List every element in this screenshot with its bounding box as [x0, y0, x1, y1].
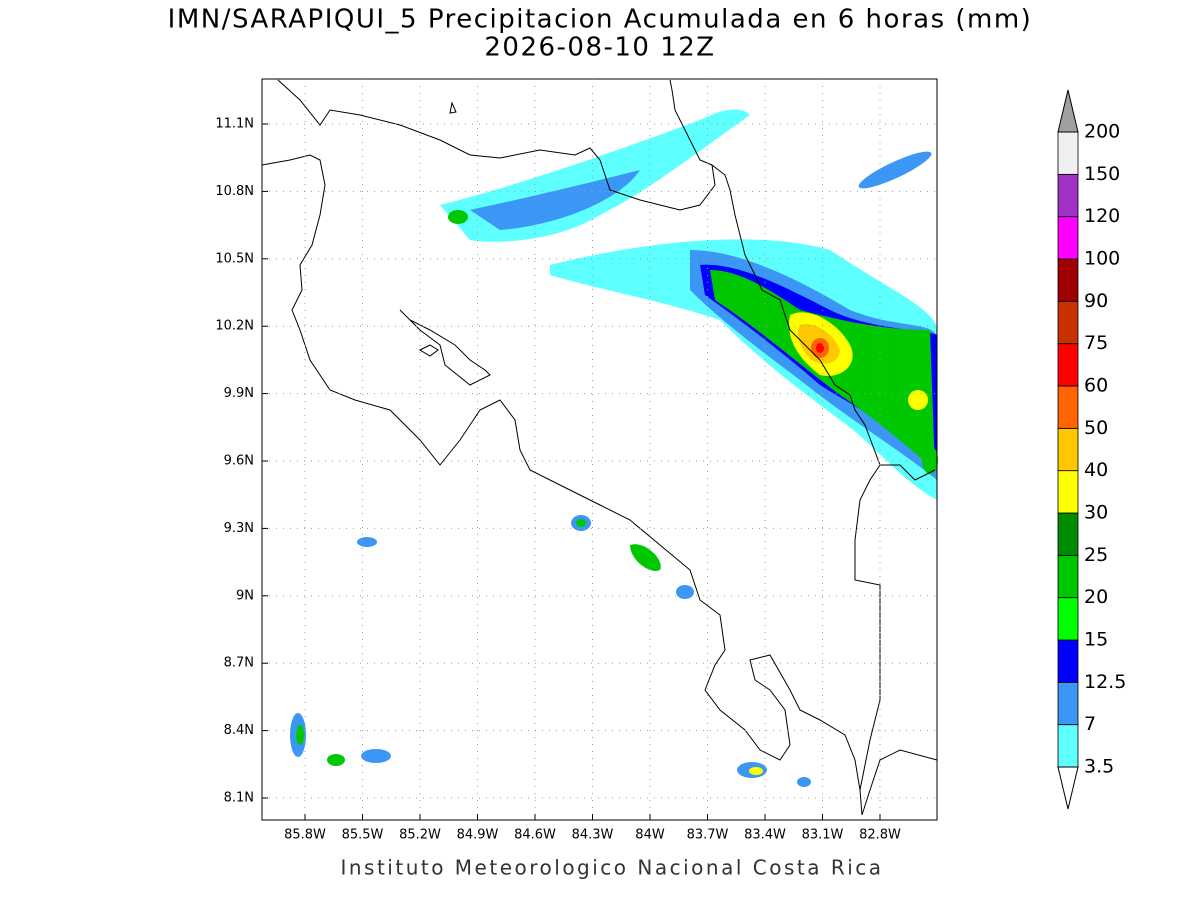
lat-tick-label: 10.2N: [215, 319, 254, 334]
coastlines: [261, 79, 938, 816]
colorbar-label: 75: [1084, 332, 1108, 354]
colorbar-label: 120: [1084, 205, 1120, 227]
title: IMN/SARAPIQUI_5 Precipitacion Acumulada …: [168, 5, 1033, 35]
colorbar-label: 3.5: [1084, 756, 1114, 778]
lon-tick-label: 83.4W: [744, 828, 786, 843]
colorbar-label: 100: [1084, 248, 1120, 270]
lat-tick-label: 10.8N: [215, 184, 254, 199]
lat-tick-label: 9.3N: [224, 521, 254, 536]
colorbar-segment: [1057, 131, 1079, 175]
lon-tick-label: 85.2W: [399, 828, 441, 843]
colorbar-label: 90: [1084, 290, 1108, 312]
colorbar-over: [1057, 89, 1079, 133]
lat-tick-label: 9.6N: [224, 454, 254, 469]
colorbar-label: 200: [1084, 121, 1120, 143]
colorbar-segment: [1057, 427, 1079, 472]
lat-tick-label: 11.1N: [215, 117, 254, 132]
lon-tick-label: 84.3W: [572, 828, 614, 843]
colorbar-segment: [1057, 385, 1079, 429]
colorbar-label: 20: [1084, 586, 1108, 608]
colorbar-label: 50: [1084, 417, 1108, 439]
colorbar-segment: [1057, 639, 1079, 683]
colorbar-segment: [1057, 724, 1079, 768]
colorbar-segment: [1057, 470, 1079, 514]
colorbar-segment: [1057, 216, 1079, 260]
colorbar-under: [1057, 766, 1079, 810]
colorbar-segment: [1057, 173, 1079, 218]
colorbar-segment: [1057, 258, 1079, 302]
lon-tick-label: 83.1W: [802, 828, 844, 843]
colorbar-segment: [1057, 343, 1079, 387]
lat-tick-label: 8.1N: [224, 791, 254, 806]
lat-tick-label: 8.7N: [224, 656, 254, 671]
colorbar-segment: [1057, 300, 1079, 345]
lon-tick-label: 83.7W: [687, 828, 729, 843]
lat-tick-label: 9.9N: [224, 386, 254, 401]
colorbar-label: 7: [1084, 713, 1096, 735]
lon-tick-label: 82.8W: [859, 828, 901, 843]
colorbar-label: 30: [1084, 502, 1108, 524]
lat-tick-label: 8.4N: [224, 723, 254, 738]
colorbar-segment: [1057, 681, 1079, 726]
colorbar-label: 15: [1084, 629, 1108, 651]
lat-tick-label: 10.5N: [215, 251, 254, 266]
colorbar-label: 12.5: [1084, 671, 1126, 693]
subtitle: 2026-08-10 12Z: [484, 33, 715, 63]
footer: Instituto Meteorologico Nacional Costa R…: [340, 856, 883, 880]
colorbar-segment: [1057, 512, 1079, 556]
colorbar-label: 40: [1084, 459, 1108, 481]
colorbar-segment: [1057, 597, 1079, 641]
lon-tick-label: 85.5W: [342, 828, 384, 843]
map-frame: [261, 78, 938, 821]
colorbar-label: 25: [1084, 544, 1108, 566]
lon-tick-label: 84W: [635, 828, 665, 843]
lon-tick-label: 84.9W: [457, 828, 499, 843]
lon-tick-label: 85.8W: [284, 828, 326, 843]
colorbar-label: 60: [1084, 375, 1108, 397]
colorbar-segment: [1057, 554, 1079, 599]
colorbar-label: 150: [1084, 163, 1120, 185]
lat-tick-label: 9N: [236, 588, 254, 603]
lon-tick-label: 84.6W: [514, 828, 556, 843]
precipitation-field: [290, 109, 938, 787]
